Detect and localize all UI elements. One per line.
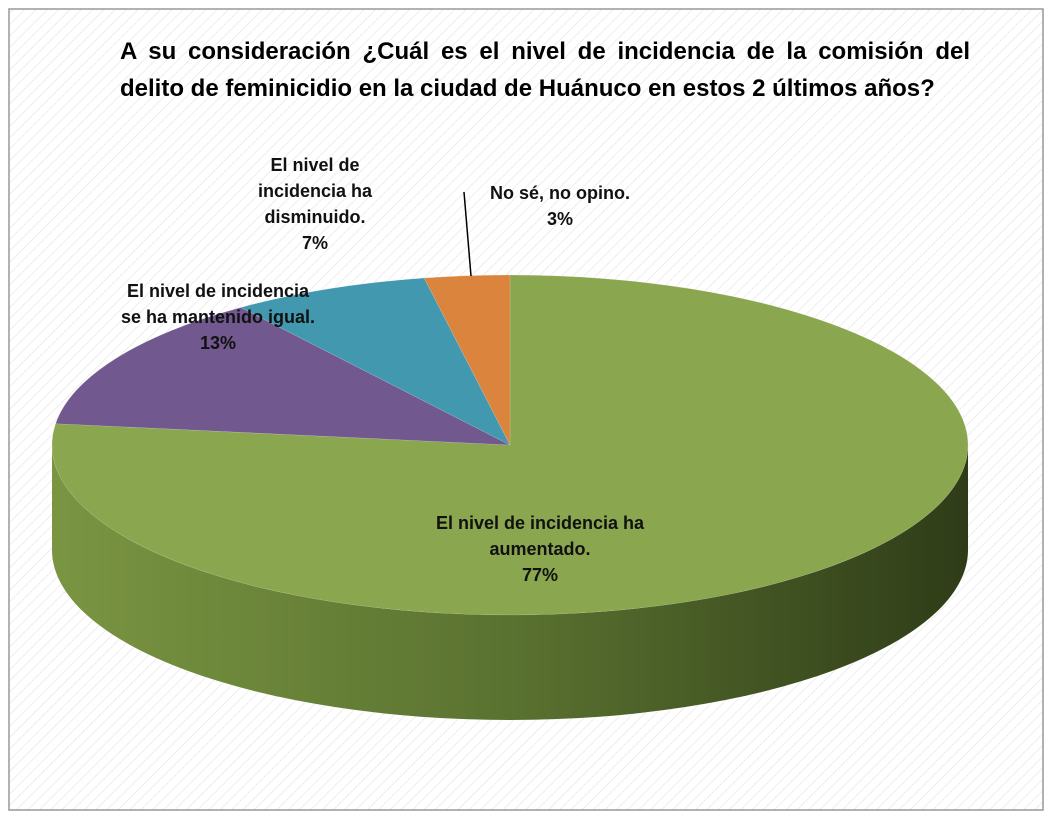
data-label: El nivel de incidencia ha aumentado. 77% <box>435 510 645 588</box>
category-label: El nivel de incidencia se ha mantenido i… <box>120 281 316 327</box>
pie <box>51 274 969 720</box>
leader-line <box>463 191 472 277</box>
value-label: 3% <box>546 209 573 229</box>
data-label: No sé, no opino. 3% <box>460 180 660 232</box>
data-label: El nivel de incidencia se ha mantenido i… <box>118 278 318 356</box>
pie-slice <box>51 274 969 616</box>
category-label: El nivel de incidencia ha aumentado. <box>435 513 645 559</box>
pie-side <box>52 445 968 720</box>
pie-slice <box>423 274 511 446</box>
data-label: El nivel de incidencia ha disminuido. 7% <box>245 152 385 256</box>
value-label: 13% <box>199 333 237 353</box>
value-label: 7% <box>301 233 328 253</box>
pie-slice <box>55 307 511 446</box>
chart-title: A su consideración ¿Cuál es el nivel de … <box>120 38 970 102</box>
category-label: El nivel de incidencia ha disminuido. <box>257 155 373 227</box>
value-label: 77% <box>521 565 559 585</box>
pie-slice <box>240 277 511 446</box>
category-label: No sé, no opino. <box>490 183 630 203</box>
